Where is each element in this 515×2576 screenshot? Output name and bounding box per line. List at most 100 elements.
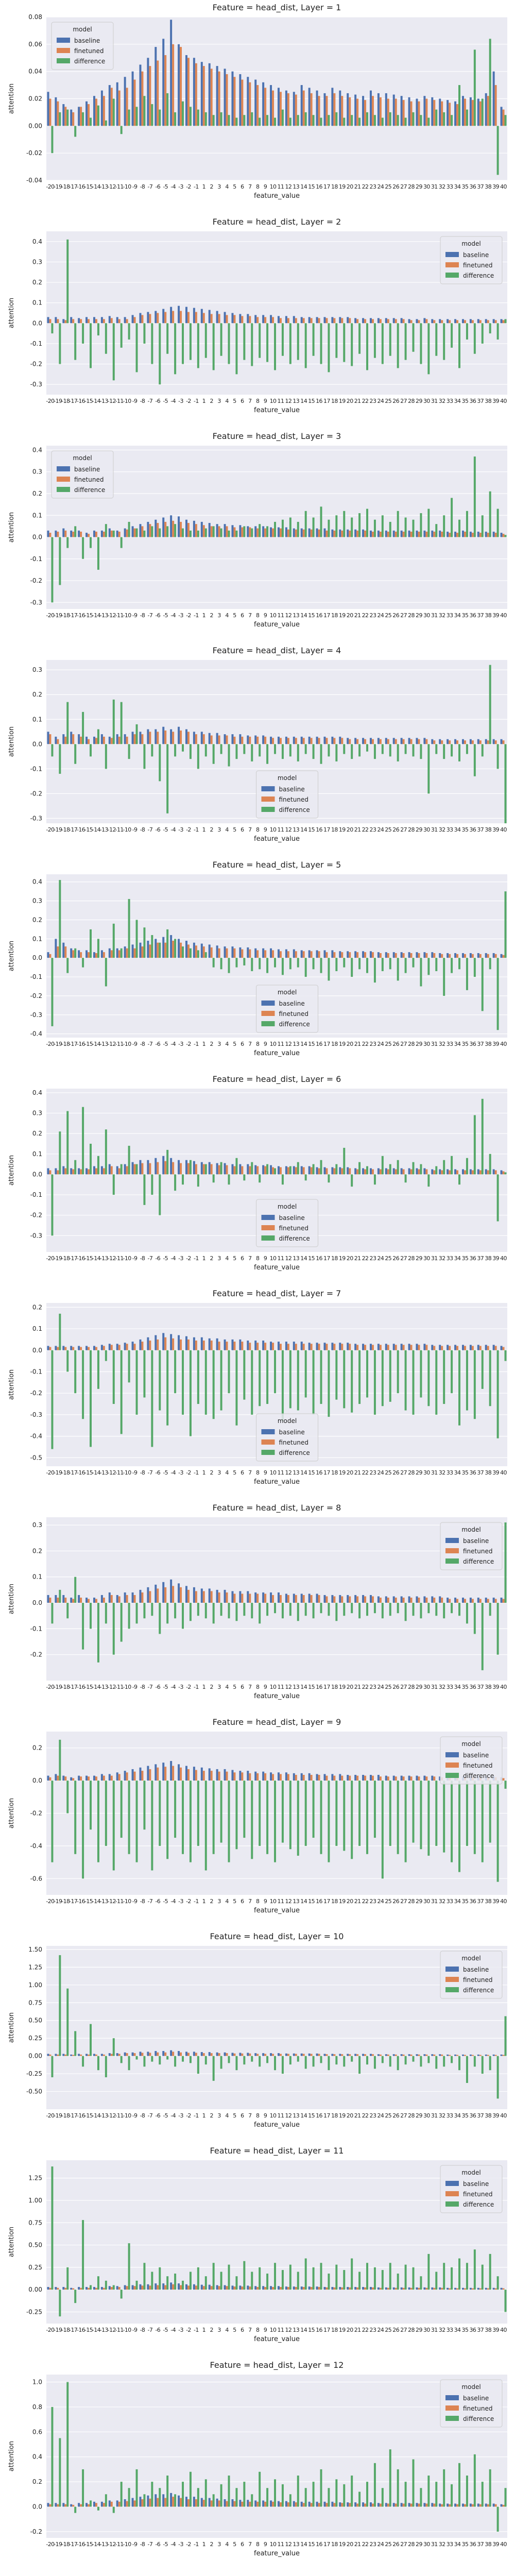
- x-tick-label: 28: [408, 183, 415, 190]
- x-tick-label: 32: [439, 2327, 445, 2333]
- y-tick-label: 1.25: [28, 1963, 42, 1971]
- bar-finetuned: [410, 531, 413, 537]
- bar-finetuned: [157, 523, 159, 537]
- bar-difference: [473, 49, 476, 126]
- bar-baseline: [231, 734, 234, 744]
- y-tick-label: 1.25: [28, 2175, 42, 2182]
- bar-finetuned: [425, 319, 428, 324]
- x-tick-label: -18: [61, 826, 70, 833]
- bar-difference: [496, 323, 499, 340]
- bar-baseline: [70, 2054, 73, 2056]
- bar-finetuned: [118, 2054, 121, 2056]
- x-tick-label: 17: [323, 1684, 330, 1690]
- bar-difference: [66, 537, 69, 548]
- bar-difference: [466, 1603, 468, 1624]
- x-tick-label: 36: [469, 1041, 476, 1047]
- bar-finetuned: [349, 2503, 351, 2507]
- bar-baseline: [85, 736, 88, 744]
- bar-baseline: [439, 2503, 441, 2507]
- bar-finetuned: [110, 2286, 113, 2290]
- bar-difference: [297, 323, 299, 360]
- bar-difference: [197, 2267, 199, 2290]
- bar-baseline: [354, 951, 357, 958]
- bar-difference: [228, 2056, 230, 2063]
- bar-finetuned: [279, 528, 282, 537]
- bar-difference: [420, 1350, 422, 1398]
- bar-finetuned: [494, 1599, 497, 1603]
- bar-baseline: [147, 312, 149, 324]
- bar-finetuned: [187, 1769, 190, 1781]
- x-tick-label: 23: [370, 612, 376, 619]
- bar-baseline: [131, 315, 134, 324]
- bar-difference: [335, 958, 338, 971]
- bar-difference: [358, 1350, 361, 1404]
- bar-difference: [397, 2469, 399, 2507]
- bar-finetuned: [433, 953, 436, 958]
- x-tick-label: -16: [77, 1684, 85, 1690]
- x-tick-label: 28: [408, 612, 415, 619]
- bar-difference: [182, 2482, 184, 2507]
- bar-baseline: [362, 1595, 365, 1603]
- bar-finetuned: [471, 2504, 474, 2507]
- bar-difference: [312, 2267, 315, 2290]
- bar-finetuned: [241, 1594, 244, 1603]
- bar-baseline: [408, 952, 410, 958]
- bar-finetuned: [302, 1775, 305, 1781]
- y-tick-label: -0.2: [30, 2528, 42, 2535]
- bar-baseline: [416, 1344, 418, 1350]
- x-tick-label: -3: [178, 398, 183, 404]
- x-tick-label: 16: [316, 1255, 322, 1262]
- x-tick-label: 26: [392, 398, 399, 404]
- bar-finetuned: [487, 1599, 489, 1603]
- legend-swatch-baseline: [57, 38, 70, 43]
- x-tick-label: 16: [316, 183, 322, 190]
- bar-finetuned: [295, 951, 297, 958]
- bar-difference: [351, 517, 353, 537]
- bar-difference: [304, 1350, 307, 1398]
- bar-difference: [335, 2264, 338, 2290]
- bar-finetuned: [341, 318, 344, 324]
- bar-difference: [151, 1350, 153, 1447]
- y-tick-label: 0.75: [28, 2219, 42, 2226]
- bar-baseline: [369, 530, 372, 537]
- x-tick-label: 33: [447, 398, 453, 404]
- x-tick-label: 37: [477, 2112, 484, 2119]
- bar-difference: [128, 899, 130, 958]
- x-tick-label: 4: [225, 398, 229, 404]
- bar-baseline: [369, 1775, 372, 1781]
- bar-baseline: [477, 1345, 479, 1350]
- bar-difference: [212, 958, 215, 968]
- bar-baseline: [70, 1168, 73, 1175]
- bar-baseline: [285, 1772, 287, 1781]
- bar-baseline: [231, 1164, 234, 1175]
- bar-finetuned: [264, 736, 267, 744]
- bar-difference: [212, 1350, 215, 1419]
- bar-difference: [212, 2263, 215, 2290]
- bar-difference: [82, 537, 84, 559]
- bar-difference: [212, 1781, 215, 1854]
- bar-difference: [243, 2482, 246, 2507]
- bar-baseline: [270, 1772, 272, 1781]
- y-tick-label: 0.4: [32, 1089, 42, 1096]
- bar-difference: [473, 744, 476, 776]
- bar-finetuned: [202, 734, 205, 744]
- bar-baseline: [377, 318, 380, 324]
- bar-baseline: [439, 98, 441, 126]
- bar-baseline: [131, 1342, 134, 1350]
- bar-finetuned: [88, 1776, 90, 1781]
- x-tick-label: -1: [194, 183, 199, 190]
- x-tick-label: 29: [416, 1898, 422, 1905]
- chart-panel-8: Feature = head_dist, Layer = 8-0.2-0.10.…: [8, 1503, 507, 1700]
- y-tick-label: 1.50: [28, 1946, 42, 1953]
- x-tick-label: -18: [61, 2541, 70, 2548]
- x-tick-label: 4: [225, 826, 229, 833]
- bar-finetuned: [72, 531, 75, 537]
- bar-difference: [358, 2056, 361, 2074]
- x-tick-label: 34: [454, 1041, 461, 1047]
- bar-baseline: [108, 1164, 111, 1175]
- bar-difference: [389, 521, 391, 537]
- bar-finetuned: [379, 739, 382, 744]
- bar-baseline: [147, 1337, 149, 1350]
- bar-baseline: [93, 1346, 95, 1350]
- bar-finetuned: [256, 85, 259, 126]
